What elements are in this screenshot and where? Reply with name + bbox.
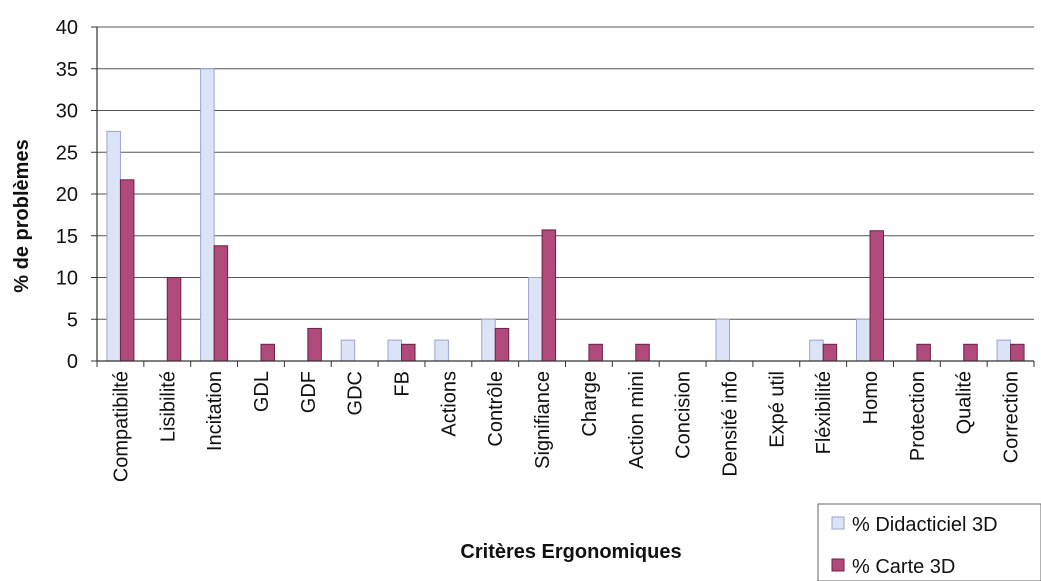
x-tick-label: Densité info xyxy=(719,371,741,477)
x-tick-label: Protection xyxy=(907,371,929,461)
x-tick-label: Signifiance xyxy=(532,371,554,469)
legend-label-carte: % Carte 3D xyxy=(852,556,955,578)
x-tick-label: FB xyxy=(392,371,414,397)
bar-carte-9 xyxy=(541,229,557,362)
x-tick-label: GDL xyxy=(251,371,273,412)
bar-didacticiel-5 xyxy=(340,339,356,362)
x-tick-label: Lisibilité xyxy=(157,371,179,442)
x-axis-title: Critères Ergonomiques xyxy=(460,541,681,563)
y-axis-title: % de problèmes xyxy=(11,139,33,292)
gridlines xyxy=(97,26,1034,320)
y-tick-labels: 0 5 10 15 20 25 30 35 40 xyxy=(56,17,97,373)
bar-didacticiel-7 xyxy=(434,339,449,362)
bar-didacticiel-13 xyxy=(715,318,730,362)
bar-didacticiel-16 xyxy=(856,318,871,362)
x-tick-label: Fléxibilité xyxy=(813,371,835,454)
legend-box xyxy=(817,503,1041,581)
x-tick-label: GDF xyxy=(298,371,320,413)
bar-carte-18 xyxy=(963,343,978,362)
bar-carte-4 xyxy=(307,327,322,362)
bar-didacticiel-9 xyxy=(528,277,543,362)
bar-didacticiel-0 xyxy=(106,130,121,362)
bar-carte-3 xyxy=(260,343,275,362)
x-tick-label: Concision xyxy=(673,371,695,459)
legend-swatch-didacticiel xyxy=(831,516,845,530)
bar-didacticiel-8 xyxy=(481,318,496,362)
bar-carte-10 xyxy=(588,343,603,362)
bars xyxy=(106,68,1025,362)
x-tick-label: Correction xyxy=(1001,371,1023,463)
x-tick-label: Compatibilté xyxy=(110,371,132,482)
y-tick-label: 5 xyxy=(67,309,78,331)
x-tick-label: Incitation xyxy=(204,371,226,451)
x-tick-label: Expé util xyxy=(766,371,788,448)
y-tick-label: 35 xyxy=(56,59,78,81)
bar-carte-6 xyxy=(401,343,416,362)
bar-didacticiel-6 xyxy=(387,339,403,362)
legend-swatch-carte xyxy=(831,558,845,572)
bar-carte-16 xyxy=(869,230,885,362)
bar-carte-1 xyxy=(166,277,182,362)
x-tick-label: Actions xyxy=(438,371,460,437)
legend: % Didacticiel 3D % Carte 3D xyxy=(817,503,1041,581)
x-tick-label: Homo xyxy=(860,371,882,424)
bar-carte-19 xyxy=(1010,343,1025,362)
y-tick-label: 20 xyxy=(56,184,78,206)
x-tick-label: Action mini xyxy=(626,371,648,469)
bar-didacticiel-19 xyxy=(996,339,1012,362)
bar-carte-17 xyxy=(916,343,931,362)
x-tick-label: Charge xyxy=(579,371,601,437)
y-tick-label: 0 xyxy=(67,351,78,373)
bar-carte-15 xyxy=(822,343,838,362)
y-tick-label: 40 xyxy=(56,17,78,39)
x-tick-label: GDC xyxy=(345,371,367,415)
x-tick-label: Contrôle xyxy=(485,371,507,447)
legend-label-didacticiel: % Didacticiel 3D xyxy=(852,514,998,536)
y-tick-label: 15 xyxy=(56,226,78,248)
bar-carte-11 xyxy=(635,343,650,362)
x-tick-label: Qualité xyxy=(954,371,976,434)
bar-carte-2 xyxy=(213,245,229,362)
y-tick-label: 30 xyxy=(56,101,78,123)
bar-carte-8 xyxy=(494,327,510,362)
y-tick-label: 25 xyxy=(56,142,78,164)
x-tick-labels: Compatibilté Lisibilité Incitation GDL GDF GD… xyxy=(96,361,1035,482)
y-tick-label: 10 xyxy=(56,268,78,290)
bar-carte-0 xyxy=(119,179,135,362)
bar-didacticiel-2 xyxy=(200,68,215,362)
bar-didacticiel-15 xyxy=(809,339,824,362)
